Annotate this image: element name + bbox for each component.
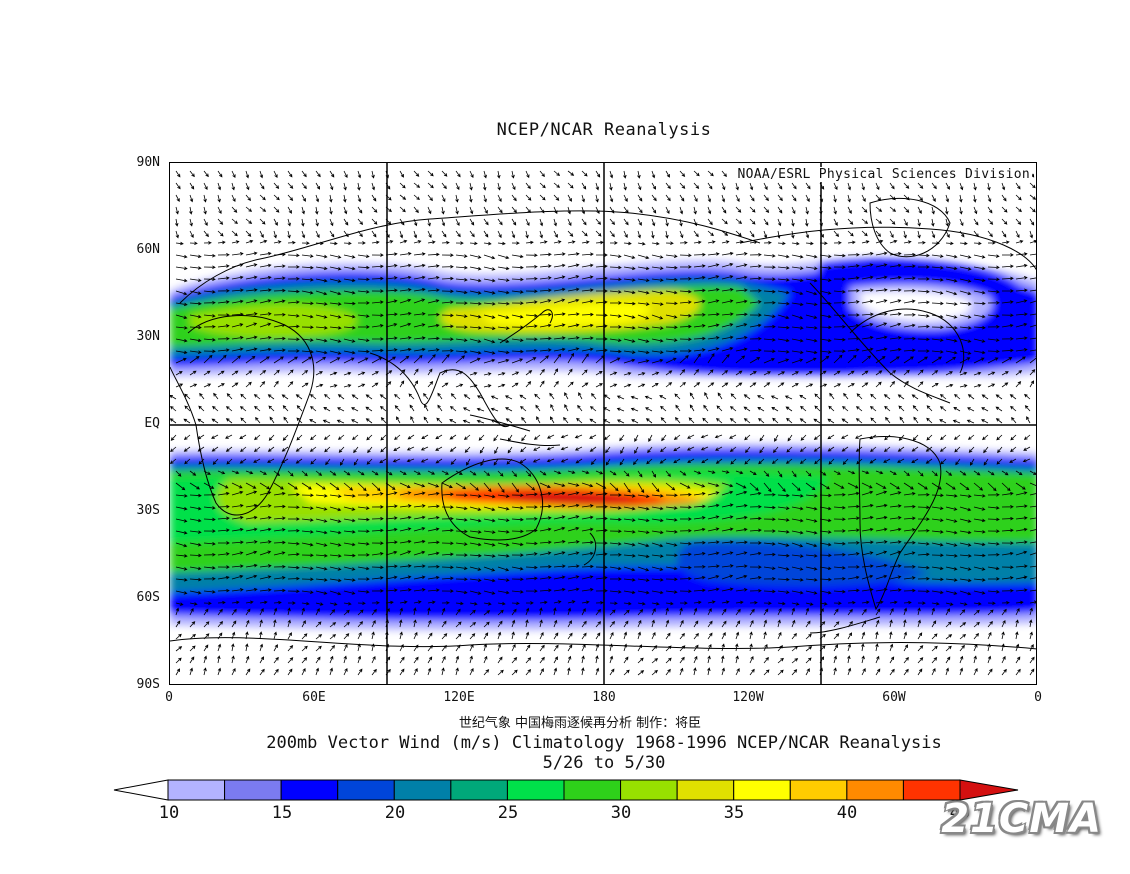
- wind-arrow-field: [170, 170, 1036, 676]
- lat-label-90s: 90S: [136, 677, 160, 692]
- wind-vectors: [170, 170, 1036, 676]
- wind-speed-field: [170, 163, 1036, 684]
- colorbar-cell: [280, 779, 339, 801]
- credit-label: NOAA/ESRL Physical Sciences Division: [735, 167, 1032, 182]
- caption-line-1: 200mb Vector Wind (m/s) Climatology 1968…: [266, 733, 942, 753]
- colorbar-label-35: 35: [723, 803, 745, 823]
- colorbar-cell: [620, 779, 678, 801]
- colorbar-label-30: 30: [610, 803, 632, 823]
- colorbar-high-arrow: [959, 779, 1019, 801]
- colorbar-cell: [393, 779, 452, 801]
- colorbar-low-arrow: [113, 779, 169, 801]
- colorbar-cell: [676, 779, 735, 801]
- author-note: 世纪气象 中国梅雨逐候再分析 制作：将臣: [458, 716, 702, 731]
- lat-label-eq: EQ: [144, 416, 160, 431]
- colorbar-cell: [733, 779, 791, 801]
- wind-map: NOAA/ESRL Physical Sciences Division: [169, 162, 1037, 685]
- colorbar-label-10: 10: [158, 803, 180, 823]
- lat-label-30n: 30N: [136, 329, 160, 344]
- colorbar-cell: [337, 779, 395, 801]
- lat-label-90n: 90N: [136, 155, 160, 170]
- lat-label-30s: 30S: [136, 503, 160, 518]
- lat-label-60s: 60S: [136, 590, 160, 605]
- colorbar-cell: [789, 779, 848, 801]
- watermark-logo: 21CMA: [941, 796, 1102, 842]
- lon-label-180: 180: [592, 690, 616, 705]
- lon-label-0-east: 0: [1034, 690, 1042, 705]
- lat-label-60n: 60N: [136, 242, 160, 257]
- lon-label-120e: 120E: [443, 690, 475, 705]
- colorbar-label-25: 25: [497, 803, 519, 823]
- colorbar-label-15: 15: [271, 803, 293, 823]
- lon-label-60e: 60E: [302, 690, 326, 705]
- colorbar-label-20: 20: [384, 803, 406, 823]
- colorbar-cell: [846, 779, 904, 801]
- colorbar-cell: [167, 779, 226, 801]
- colorbar-cells: [167, 779, 961, 801]
- colorbar-cell: [224, 779, 282, 801]
- colorbar-label-45: 45: [949, 803, 971, 823]
- caption-line-2: 5/26 to 5/30: [542, 753, 666, 773]
- colorbar-cell: [506, 779, 565, 801]
- colorbar-cell: [563, 779, 622, 801]
- map-title: NCEP/NCAR Reanalysis: [496, 120, 712, 140]
- colorbar-cell: [450, 779, 508, 801]
- lon-label-60w: 60W: [882, 690, 906, 705]
- grid-lines: [170, 163, 1036, 684]
- lon-label-120w: 120W: [732, 690, 764, 705]
- colorbar: [113, 779, 1019, 801]
- colorbar-label-40: 40: [836, 803, 858, 823]
- lon-label-0: 0: [165, 690, 173, 705]
